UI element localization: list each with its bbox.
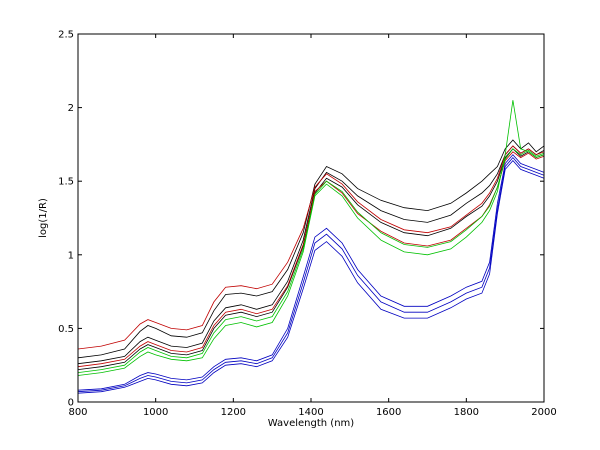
series-group xyxy=(77,100,545,394)
y-tick-label: 1.5 xyxy=(58,177,74,188)
series-line-1 xyxy=(77,139,545,359)
ticks-group: 800 1000 1200 1400 1600 1800 2000 0 0.5 1 1.5 2 2.5 xyxy=(58,30,557,419)
series-line-7 xyxy=(77,148,545,373)
y-tick-label: 0 xyxy=(68,398,74,409)
x-tick-label: 1600 xyxy=(376,407,401,418)
series-line-4 xyxy=(77,145,545,350)
y-tick-label: 2 xyxy=(68,103,74,114)
y-tick-label: 2.5 xyxy=(58,30,74,41)
x-tick-label: 1800 xyxy=(454,407,479,418)
series-line-3 xyxy=(77,148,545,370)
series-line-9 xyxy=(77,156,545,393)
x-tick-label: 1000 xyxy=(143,407,168,418)
x-tick-label: 1400 xyxy=(298,407,323,418)
y-tick-label: 1 xyxy=(68,250,74,261)
y-tick-label: 0.5 xyxy=(58,324,74,335)
y-axis-label: log(1/R) xyxy=(38,198,49,238)
x-tick-label: 2000 xyxy=(531,407,556,418)
series-line-8 xyxy=(77,154,545,391)
series-line-10 xyxy=(77,159,545,394)
x-tick-label: 800 xyxy=(68,407,87,418)
x-tick-label: 1200 xyxy=(221,407,246,418)
x-axis-label: Wavelength (nm) xyxy=(268,418,354,429)
